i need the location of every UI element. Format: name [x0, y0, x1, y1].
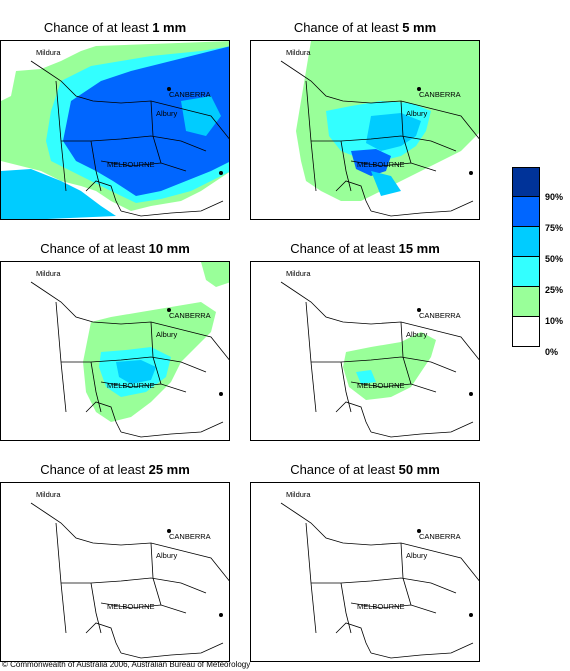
- city-label-albury: Albury: [156, 109, 178, 118]
- title-amount: 25 mm: [148, 462, 190, 477]
- city-label-mildura: Mildura: [36, 48, 61, 57]
- legend-label-25: 25%: [545, 285, 564, 295]
- panel-title-10mm: Chance of at least 10 mm: [0, 241, 230, 256]
- border-lines: [280, 281, 479, 438]
- city-label-albury: Albury: [406, 330, 428, 339]
- legend-label-50: 50%: [545, 254, 564, 264]
- border-lines: [30, 502, 229, 659]
- map-panel-50mm: Mildura CANBERRA Albury MELBOURNE: [250, 482, 480, 662]
- precip-fill: [251, 262, 479, 440]
- city-label-albury: Albury: [406, 551, 428, 560]
- legend-swatch-10: [512, 287, 540, 317]
- city-label-mildura: Mildura: [286, 490, 311, 499]
- title-amount: 5 mm: [402, 20, 437, 35]
- city-label-albury: Albury: [156, 551, 178, 560]
- title-prefix: Chance of at least: [290, 462, 399, 477]
- panel-title-5mm: Chance of at least 5 mm: [250, 20, 480, 35]
- precip-fill: [1, 262, 229, 440]
- city-label-melbourne: MELBOURNE: [357, 160, 405, 169]
- map-panel-15mm: Mildura CANBERRA Albury MELBOURNE: [250, 261, 480, 441]
- city-label-melbourne: MELBOURNE: [357, 381, 405, 390]
- city-label-melbourne: MELBOURNE: [357, 602, 405, 611]
- legend-label-75: 75%: [545, 223, 564, 233]
- legend-label-10: 10%: [545, 316, 564, 326]
- city-label-melbourne: MELBOURNE: [107, 160, 155, 169]
- precip-fill: [1, 41, 229, 219]
- title-amount: 10 mm: [148, 241, 190, 256]
- title-prefix: Chance of at least: [40, 462, 149, 477]
- map-panel-1mm: Mildura CANBERRA Albury MELBOURNE: [0, 40, 230, 220]
- legend-label-0: 0%: [545, 347, 559, 357]
- title-prefix: Chance of at least: [290, 241, 399, 256]
- legend: [512, 167, 540, 347]
- legend-swatch-90: [512, 167, 540, 197]
- city-label-canberra: CANBERRA: [419, 90, 461, 99]
- border-lines: [280, 502, 479, 659]
- city-label-canberra: CANBERRA: [419, 311, 461, 320]
- city-label-albury: Albury: [406, 109, 428, 118]
- city-label-mildura: Mildura: [36, 490, 61, 499]
- legend-swatch-25: [512, 257, 540, 287]
- legend-label-90: 90%: [545, 192, 564, 202]
- title-prefix: Chance of at least: [43, 20, 153, 35]
- city-label-canberra: CANBERRA: [169, 90, 211, 99]
- map-panel-10mm: Mildura CANBERRA Albury MELBOURNE: [0, 261, 230, 441]
- title-amount: 50 mm: [398, 462, 440, 477]
- title-prefix: Chance of at least: [293, 20, 403, 35]
- title-amount: 15 mm: [398, 241, 440, 256]
- panel-title-50mm: Chance of at least 50 mm: [250, 462, 480, 477]
- border-lines: [30, 60, 229, 217]
- city-label-mildura: Mildura: [286, 269, 311, 278]
- city-label-canberra: CANBERRA: [169, 532, 211, 541]
- legend-swatch-75: [512, 197, 540, 227]
- city-label-albury: Albury: [156, 330, 178, 339]
- copyright-notice: © Commonwealth of Australia 2006, Austra…: [2, 660, 251, 669]
- legend-swatch-0: [512, 317, 540, 347]
- panel-title-1mm: Chance of at least 1 mm: [0, 20, 230, 35]
- city-label-melbourne: MELBOURNE: [107, 381, 155, 390]
- panel-title-25mm: Chance of at least 25 mm: [0, 462, 230, 477]
- map-panel-25mm: Mildura CANBERRA Albury MELBOURNE: [0, 482, 230, 662]
- legend-swatch-50: [512, 227, 540, 257]
- city-label-mildura: Mildura: [286, 48, 311, 57]
- border-lines: [30, 281, 229, 438]
- border-lines: [280, 60, 479, 217]
- title-amount: 1 mm: [152, 20, 187, 35]
- city-label-canberra: CANBERRA: [169, 311, 211, 320]
- title-prefix: Chance of at least: [40, 241, 149, 256]
- map-panel-5mm: Mildura CANBERRA Albury MELBOURNE: [250, 40, 480, 220]
- panel-title-15mm: Chance of at least 15 mm: [250, 241, 480, 256]
- city-label-canberra: CANBERRA: [419, 532, 461, 541]
- city-label-mildura: Mildura: [36, 269, 61, 278]
- precip-fill: [251, 41, 479, 219]
- city-label-melbourne: MELBOURNE: [107, 602, 155, 611]
